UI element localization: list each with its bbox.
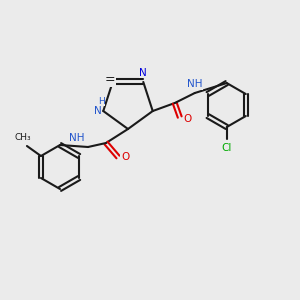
Text: CH₃: CH₃ (15, 133, 31, 142)
Text: O: O (184, 114, 192, 124)
Text: NH: NH (70, 133, 85, 143)
Text: H: H (98, 97, 105, 106)
Text: O: O (121, 152, 129, 162)
Text: Cl: Cl (221, 143, 232, 153)
Text: NH: NH (187, 79, 203, 89)
Text: N: N (140, 68, 147, 78)
Text: N: N (94, 106, 101, 116)
Text: =: = (104, 74, 115, 86)
